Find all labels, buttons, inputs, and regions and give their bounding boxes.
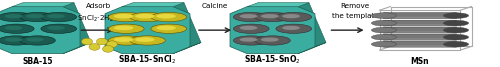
- Ellipse shape: [254, 36, 290, 45]
- Ellipse shape: [0, 36, 34, 45]
- FancyBboxPatch shape: [384, 41, 456, 47]
- Ellipse shape: [26, 14, 44, 18]
- Ellipse shape: [240, 26, 258, 30]
- FancyBboxPatch shape: [384, 24, 456, 26]
- FancyBboxPatch shape: [384, 13, 456, 18]
- Ellipse shape: [130, 36, 166, 45]
- Ellipse shape: [108, 24, 144, 33]
- FancyBboxPatch shape: [384, 31, 456, 33]
- Text: MSn: MSn: [410, 57, 430, 66]
- Polygon shape: [298, 43, 326, 54]
- Ellipse shape: [156, 14, 176, 18]
- Ellipse shape: [47, 14, 65, 18]
- Ellipse shape: [47, 26, 65, 30]
- Ellipse shape: [82, 38, 92, 45]
- Ellipse shape: [0, 24, 34, 33]
- Ellipse shape: [135, 14, 154, 18]
- Ellipse shape: [156, 26, 176, 30]
- Ellipse shape: [282, 14, 300, 18]
- Text: SnCl$_2$$\cdot$2H$_2$O: SnCl$_2$$\cdot$2H$_2$O: [77, 13, 120, 24]
- Ellipse shape: [20, 12, 56, 22]
- Polygon shape: [63, 3, 91, 47]
- Polygon shape: [173, 43, 201, 54]
- Ellipse shape: [234, 12, 269, 22]
- Ellipse shape: [276, 24, 312, 33]
- Ellipse shape: [276, 12, 312, 22]
- Ellipse shape: [261, 38, 278, 42]
- Ellipse shape: [106, 41, 118, 48]
- FancyBboxPatch shape: [384, 38, 456, 40]
- Ellipse shape: [4, 14, 22, 18]
- Ellipse shape: [20, 36, 56, 45]
- Ellipse shape: [135, 37, 154, 42]
- Text: Adsorb: Adsorb: [86, 3, 111, 9]
- Ellipse shape: [151, 24, 186, 33]
- Text: SBA-15-SnCl$_2$: SBA-15-SnCl$_2$: [118, 53, 176, 66]
- Ellipse shape: [254, 12, 290, 22]
- Ellipse shape: [4, 38, 22, 42]
- Polygon shape: [105, 7, 190, 54]
- Ellipse shape: [444, 41, 468, 47]
- Ellipse shape: [372, 34, 396, 40]
- Polygon shape: [122, 3, 184, 7]
- Ellipse shape: [151, 12, 186, 22]
- Polygon shape: [173, 3, 201, 47]
- Ellipse shape: [372, 27, 396, 33]
- FancyBboxPatch shape: [384, 17, 456, 18]
- Ellipse shape: [89, 44, 100, 50]
- Ellipse shape: [372, 13, 396, 18]
- Polygon shape: [63, 43, 91, 54]
- Ellipse shape: [261, 14, 278, 18]
- Text: Remove: Remove: [340, 3, 370, 9]
- Ellipse shape: [282, 26, 300, 30]
- Ellipse shape: [372, 41, 396, 47]
- Ellipse shape: [444, 20, 468, 26]
- Ellipse shape: [240, 14, 258, 18]
- Text: SBA-15: SBA-15: [22, 57, 53, 66]
- Ellipse shape: [26, 38, 44, 42]
- Ellipse shape: [444, 27, 468, 33]
- Ellipse shape: [41, 12, 76, 22]
- Ellipse shape: [114, 26, 134, 30]
- FancyBboxPatch shape: [384, 20, 456, 26]
- Polygon shape: [230, 7, 315, 54]
- Text: the template: the template: [332, 13, 378, 19]
- Ellipse shape: [130, 12, 166, 22]
- Ellipse shape: [114, 14, 134, 18]
- Ellipse shape: [102, 46, 114, 52]
- Ellipse shape: [4, 26, 22, 30]
- Polygon shape: [298, 3, 326, 47]
- Polygon shape: [0, 7, 80, 54]
- Ellipse shape: [240, 38, 258, 42]
- Ellipse shape: [96, 38, 108, 45]
- Text: SBA-15-SnO$_2$: SBA-15-SnO$_2$: [244, 53, 301, 66]
- Ellipse shape: [114, 37, 134, 42]
- Ellipse shape: [108, 36, 144, 45]
- Ellipse shape: [444, 34, 468, 40]
- Ellipse shape: [372, 20, 396, 26]
- Ellipse shape: [234, 24, 269, 33]
- Polygon shape: [12, 3, 74, 7]
- Ellipse shape: [234, 36, 269, 45]
- Ellipse shape: [108, 12, 144, 22]
- FancyBboxPatch shape: [384, 34, 456, 40]
- Ellipse shape: [444, 13, 468, 18]
- FancyBboxPatch shape: [384, 45, 456, 47]
- FancyBboxPatch shape: [384, 27, 456, 33]
- Ellipse shape: [41, 24, 76, 33]
- Ellipse shape: [0, 12, 34, 22]
- Text: Calcine: Calcine: [202, 3, 228, 9]
- Polygon shape: [247, 3, 309, 7]
